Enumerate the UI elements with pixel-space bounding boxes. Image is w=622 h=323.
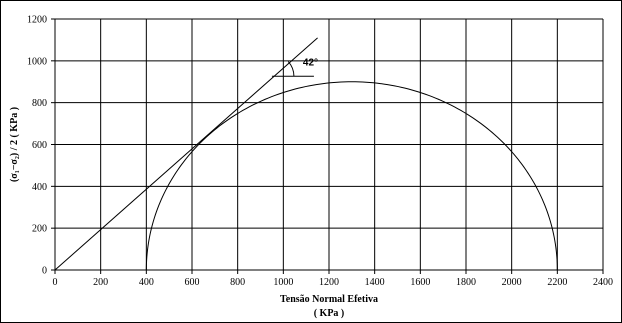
angle-label: 42° xyxy=(303,57,318,68)
y-tick-labels: 0 200 400 600 800 1000 1200 xyxy=(27,15,47,277)
y-tick-label: 600 xyxy=(32,140,47,151)
x-tick-label: 2400 xyxy=(593,277,613,288)
x-tick-label: 800 xyxy=(230,277,245,288)
x-tick-label: 1200 xyxy=(319,277,339,288)
data-series xyxy=(54,37,558,271)
x-tick-label: 1000 xyxy=(273,277,293,288)
x-tick-label: 400 xyxy=(139,277,154,288)
x-tick-labels: 0 200 400 600 800 1000 1200 1400 1600 1800 2000 220… xyxy=(53,277,614,288)
x-tick-label: 1400 xyxy=(365,277,385,288)
x-tick-label: 1800 xyxy=(456,277,476,288)
mohr-circle-line xyxy=(145,81,558,271)
x-tick-label: 1600 xyxy=(410,277,430,288)
y-tick-label: 0 xyxy=(42,266,47,277)
grid-lines xyxy=(51,18,604,274)
x-axis-label: Tensão Normal Efetiva xyxy=(280,294,378,305)
y-tick-label: 1000 xyxy=(27,56,47,67)
x-tick-label: 2000 xyxy=(502,277,522,288)
x-tick-label: 2200 xyxy=(547,277,567,288)
x-axis-unit-label: ( KPa ) xyxy=(314,308,345,319)
annotations: 42° xyxy=(271,57,318,77)
x-tick-label: 200 xyxy=(93,277,108,288)
y-tick-label: 400 xyxy=(32,182,47,193)
y-tick-label: 200 xyxy=(32,224,47,235)
failure-envelope-line xyxy=(54,37,318,271)
x-tick-label: 600 xyxy=(185,277,200,288)
y-tick-label: 800 xyxy=(32,98,47,109)
x-tick-label: 0 xyxy=(53,277,58,288)
y-axis-label: (σ₁−σ₂) / 2 ( KPa ) xyxy=(9,107,20,182)
y-tick-label: 1200 xyxy=(27,15,47,26)
angle-arc xyxy=(287,61,295,77)
